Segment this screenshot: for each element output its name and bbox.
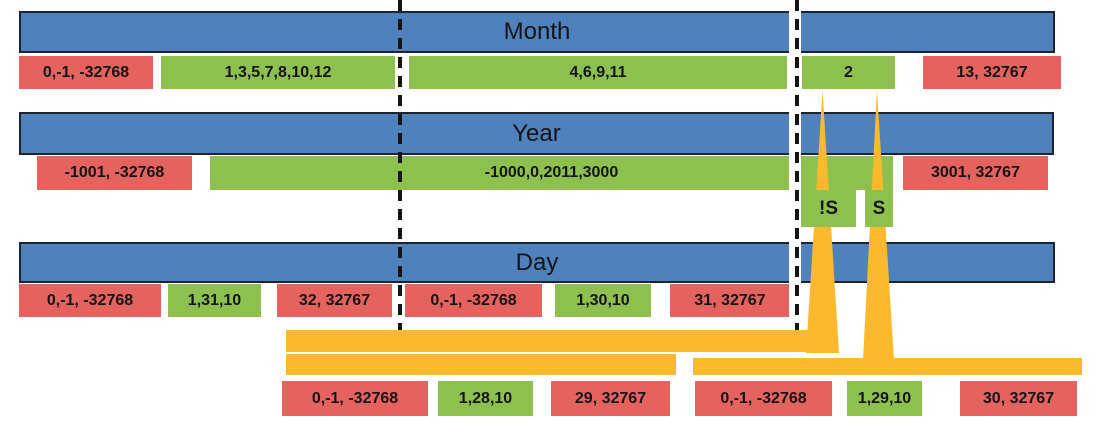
feb-leap-class-invalid-high: 30, 32767 [960,381,1077,416]
feb-nonleap-class-invalid-low: 0,-1, -32768 [282,381,428,416]
month-bar: Month [19,11,1055,53]
month-class-february: 2 [802,56,895,89]
day31-class-invalid-high: 32, 32767 [277,284,392,317]
year-bar-title: Year [512,119,561,147]
day30-class-invalid-high: 31, 32767 [670,284,790,317]
day-bar: Day [19,242,1055,283]
day31-class-valid: 1,31,10 [168,284,261,317]
feb-leap-class-valid: 1,29,10 [847,381,922,416]
month-class-invalid-low: 0,-1, -32768 [19,56,153,89]
non-leap-year-flag: !S [801,190,856,227]
connector-bar-nonleap-lower [286,354,676,375]
year-bar: Year [19,112,1054,155]
day-bar-title: Day [515,248,559,276]
year-class-invalid-high: 3001, 32767 [903,156,1048,190]
day30-class-invalid-low: 0,-1, -32768 [405,284,542,317]
month-class-invalid-high: 13, 32767 [923,56,1061,89]
year-class-invalid-low: -1001, -32768 [37,156,192,190]
feb-nonleap-class-invalid-high: 29, 32767 [551,381,670,416]
month-class-31day-months: 1,3,5,7,8,10,12 [161,56,395,89]
leap-year-flag: S [865,190,893,227]
month-class-30day-months: 4,6,9,11 [409,56,787,89]
day30-class-valid: 1,30,10 [555,284,651,317]
feb-leap-class-invalid-low: 0,-1, -32768 [695,381,832,416]
day31-class-invalid-low: 0,-1, -32768 [19,284,161,317]
feb-nonleap-class-valid: 1,28,10 [438,381,533,416]
connector-bar-leap [693,358,1082,375]
year-class-valid: -1000,0,2011,3000 [210,156,893,190]
partition-divider-left [398,0,402,330]
connector-bar-nonleap-upper [286,330,837,352]
month-bar-title: Month [503,18,571,45]
partition-divider-right [795,0,799,330]
